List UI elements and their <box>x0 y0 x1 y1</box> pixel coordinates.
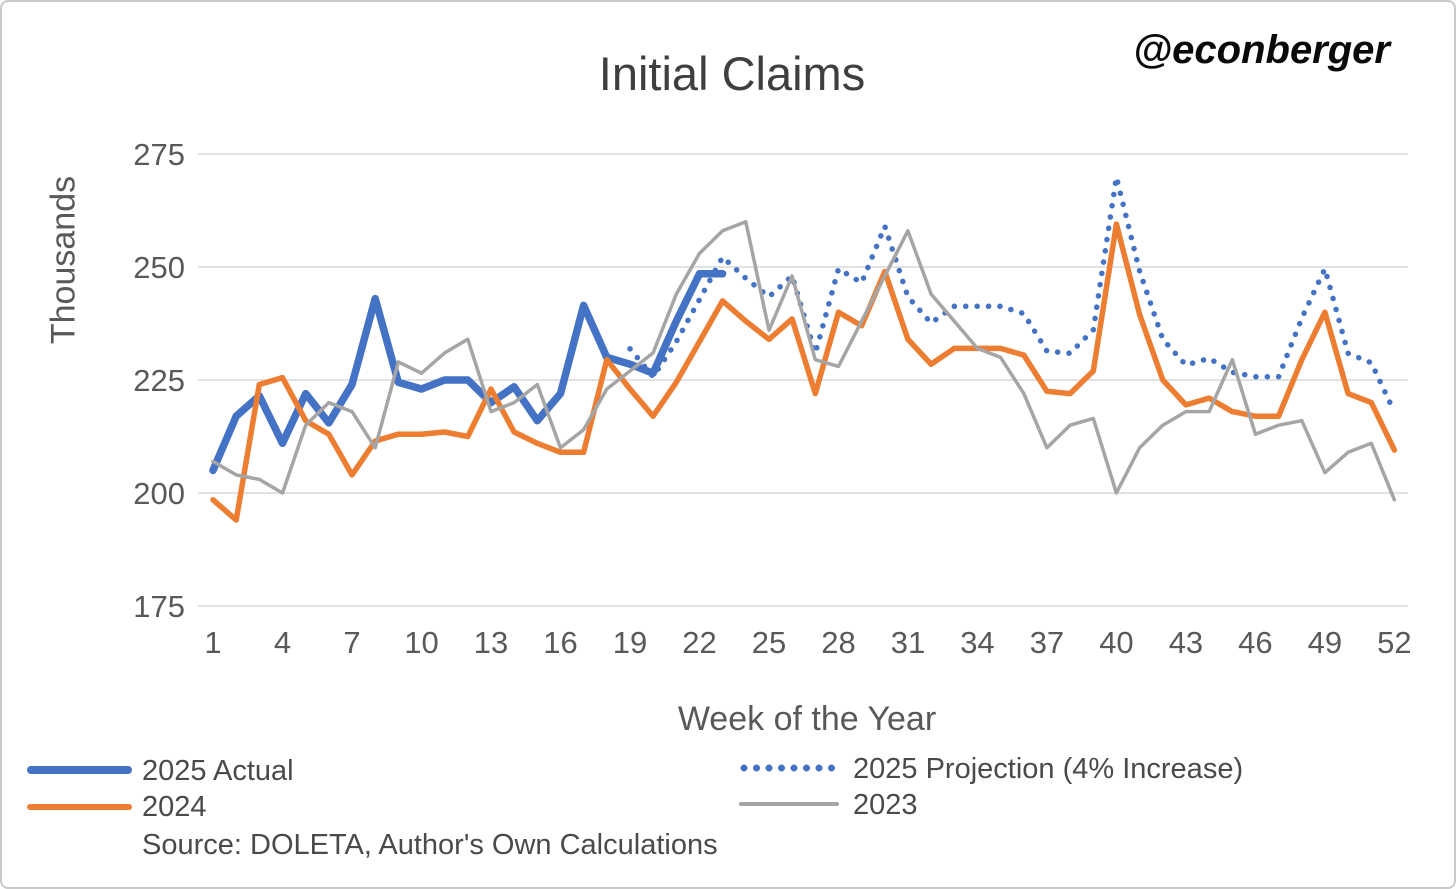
x-tick-label-43: 43 <box>1169 625 1203 660</box>
y-tick-label-250: 250 <box>133 250 185 285</box>
legend-swatch-2025-projection <box>739 764 839 772</box>
legend-swatch-2025-actual <box>27 766 132 774</box>
y-tick-label-225: 225 <box>133 363 185 398</box>
series-line-2025-actual <box>209 270 727 475</box>
series-line-2025-projection-4-increase- <box>627 174 1398 415</box>
legend-swatch-2024 <box>27 804 132 810</box>
x-tick-label-22: 22 <box>682 625 716 660</box>
x-axis-title: Week of the Year <box>677 700 937 738</box>
x-tick-label-49: 49 <box>1308 625 1342 660</box>
y-axis-title: Thousands <box>44 175 83 345</box>
x-tick-label-37: 37 <box>1030 625 1064 660</box>
x-tick-label-10: 10 <box>404 625 438 660</box>
legend-label-2023: 2023 <box>853 789 918 821</box>
x-tick-label-13: 13 <box>474 625 508 660</box>
x-tick-label-4: 4 <box>274 625 291 660</box>
watermark: @econberger <box>1133 28 1390 72</box>
y-tick-label-200: 200 <box>133 476 185 511</box>
x-tick-label-16: 16 <box>543 625 577 660</box>
x-tick-label-7: 7 <box>343 625 360 660</box>
chart-title: Initial Claims <box>598 47 866 100</box>
x-tick-label-1: 1 <box>204 625 221 660</box>
x-tick-label-34: 34 <box>960 625 994 660</box>
series-line-2024 <box>210 221 1398 523</box>
y-tick-label-275: 275 <box>133 137 185 172</box>
series-line-2023 <box>211 220 1397 502</box>
y-tick-label-175: 175 <box>133 589 185 624</box>
x-tick-label-40: 40 <box>1099 625 1133 660</box>
x-tick-label-25: 25 <box>752 625 786 660</box>
legend-swatch-2023 <box>739 802 839 806</box>
x-tick-label-52: 52 <box>1377 625 1411 660</box>
legend-label-2025-actual: 2025 Actual <box>142 755 294 787</box>
x-tick-label-19: 19 <box>613 625 647 660</box>
x-tick-label-31: 31 <box>891 625 925 660</box>
legend-label-2024: 2024 <box>142 791 207 823</box>
legend-label-2025-projection: 2025 Projection (4% Increase) <box>853 753 1244 785</box>
source-note: Source: DOLETA, Author's Own Calculation… <box>142 829 718 861</box>
x-tick-label-28: 28 <box>821 625 855 660</box>
x-tick-label-46: 46 <box>1238 625 1272 660</box>
